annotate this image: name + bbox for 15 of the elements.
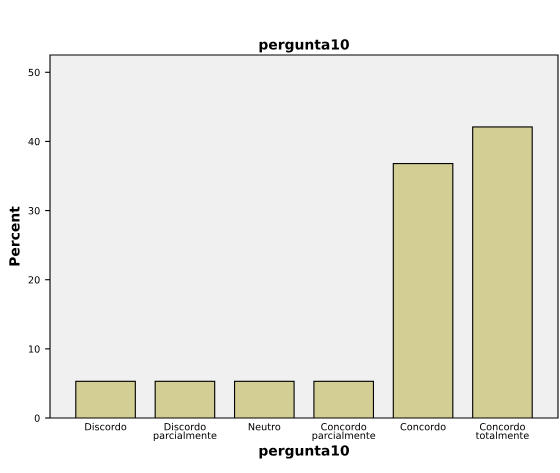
- x-axis-title: pergunta10: [260, 445, 349, 459]
- y-tick-label: 40: [28, 138, 40, 146]
- y-tick-label: 0: [34, 414, 40, 422]
- y-tick-label: 30: [28, 207, 40, 214]
- y-tick-label: 20: [28, 276, 40, 284]
- y-axis-title: Percent: [9, 206, 20, 266]
- x-tick-label: Concordo parcialmente: [312, 422, 376, 441]
- x-tick-label: Concordo totalmente: [476, 422, 529, 440]
- x-tick-label: Discordo: [85, 422, 126, 430]
- x-tick-label: Concordo: [400, 422, 446, 430]
- y-tick-label: 10: [28, 345, 40, 353]
- chart-title: pergunta10: [260, 39, 349, 52]
- x-tick-label: Neutro: [248, 423, 280, 430]
- y-tick-label: 50: [28, 68, 40, 76]
- x-tick-label: Discordo parcialmente: [154, 422, 216, 441]
